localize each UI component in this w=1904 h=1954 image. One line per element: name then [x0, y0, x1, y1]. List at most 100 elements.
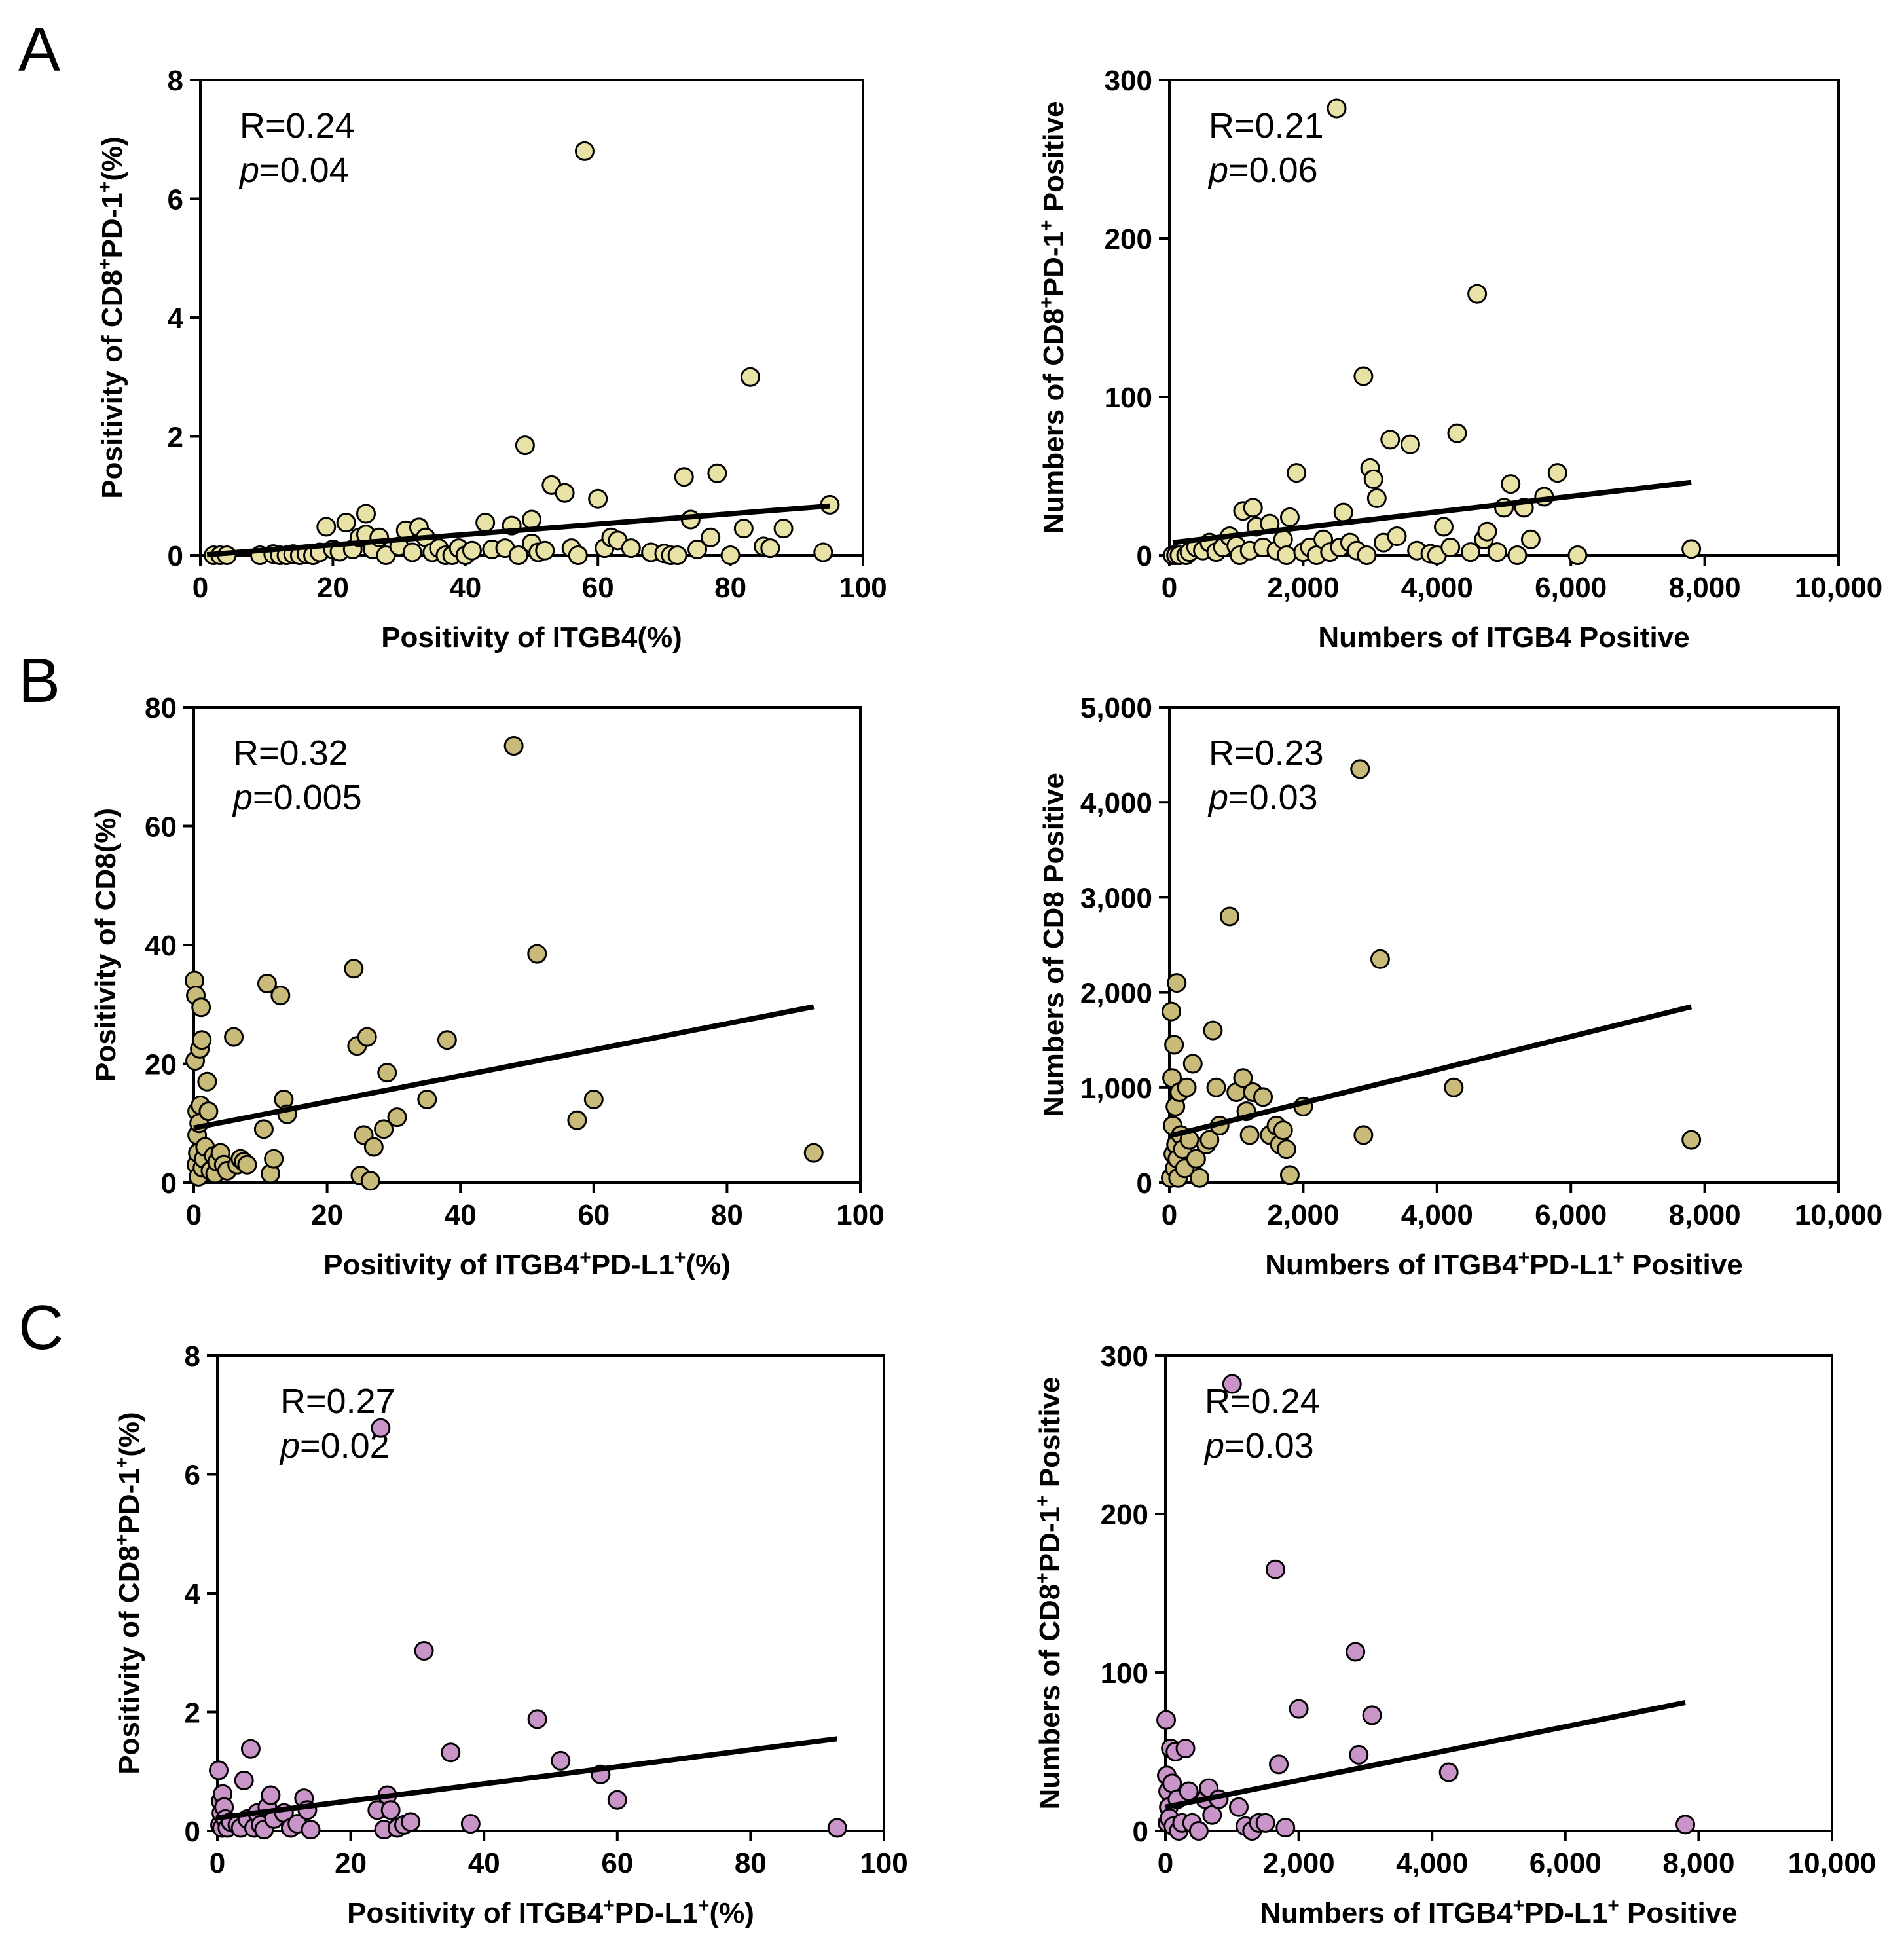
panel-letter-a: A [18, 14, 60, 84]
data-point [1273, 1120, 1293, 1141]
data-point [1199, 1130, 1220, 1150]
data-point [567, 1110, 587, 1130]
data-point [357, 1027, 377, 1047]
regression-line [1172, 1004, 1693, 1138]
data-point [1275, 1818, 1296, 1838]
y-axis-label: Positivity of CD8(%) [90, 808, 122, 1082]
x-tick-label: 100 [860, 1847, 907, 1879]
x-tick-label: 60 [601, 1847, 633, 1879]
data-point [1289, 1699, 1309, 1719]
x-tick-label: 0 [186, 1199, 202, 1231]
regression-line [206, 503, 830, 558]
y-tick-label: 4 [168, 303, 184, 335]
data-point [1273, 529, 1293, 549]
data-point [264, 1149, 284, 1169]
data-point [1206, 1077, 1226, 1097]
data-point [667, 545, 687, 565]
x-tick-label: 2,000 [1263, 1847, 1335, 1879]
data-point [1447, 423, 1467, 443]
data-point [551, 1750, 571, 1771]
regression-line [1172, 479, 1692, 545]
data-point [363, 1137, 384, 1157]
data-point [360, 1171, 380, 1191]
data-point [535, 540, 555, 561]
data-point [1167, 973, 1187, 993]
x-tick-label: 4,000 [1396, 1847, 1468, 1879]
data-point [191, 997, 211, 1018]
y-tick-label: 0 [161, 1168, 177, 1200]
data-point [1186, 1149, 1206, 1169]
r-value-annotation: R=0.21 [1209, 106, 1324, 145]
data-point [253, 1119, 274, 1139]
plot-frame [1168, 706, 1840, 1184]
data-point [437, 1030, 457, 1050]
y-axis-label: Positivity of CD8+PD-1+(%) [111, 1412, 146, 1774]
x-tick-label: 80 [735, 1847, 767, 1879]
chart-5: 0 20 40 60 80 100 0 2 4 6 8 Positivity of ITGB4+PD-… [111, 1340, 908, 1929]
data-point [1349, 1744, 1369, 1765]
data-point [261, 1785, 281, 1805]
data-point [1460, 542, 1480, 562]
p-value-annotation: p=0.03 [1203, 1426, 1314, 1466]
p-value-annotation: p=0.06 [1207, 151, 1318, 190]
y-tick-label: 6 [168, 184, 183, 216]
data-point [515, 435, 535, 456]
data-point [1162, 1001, 1182, 1022]
r-value-annotation: R=0.24 [240, 106, 355, 145]
data-point [740, 367, 760, 387]
x-axis-label: Numbers of ITGB4 Positive [1318, 621, 1689, 654]
y-tick-label: 3,000 [1080, 882, 1152, 914]
data-point [1353, 366, 1374, 386]
data-point [527, 944, 547, 964]
data-point [522, 509, 541, 530]
panel-letter-c: C [18, 1293, 64, 1363]
data-point [1357, 545, 1377, 565]
data-point [568, 545, 588, 565]
data-point [192, 1030, 212, 1050]
data-point [1327, 98, 1347, 119]
plot-frame [1164, 1354, 1833, 1832]
data-point [803, 1143, 824, 1163]
data-point [460, 1814, 481, 1834]
data-point [380, 1800, 401, 1820]
data-point [1363, 469, 1383, 489]
r-value-annotation: R=0.32 [233, 733, 348, 773]
y-tick-label: 2 [185, 1697, 200, 1729]
data-point [1370, 949, 1390, 969]
data-point [475, 513, 496, 533]
p-value-annotation: p=0.03 [1207, 778, 1318, 817]
x-tick-label: 2,000 [1267, 1199, 1339, 1231]
data-point [1175, 1739, 1196, 1759]
data-point [1477, 521, 1497, 542]
y-axis-label: Numbers of CD8+PD-1+ Positive [1032, 1377, 1067, 1810]
data-point [1182, 1054, 1203, 1074]
data-point [1279, 1165, 1300, 1185]
y-tick-label: 100 [1101, 1657, 1148, 1689]
x-tick-label: 6,000 [1529, 1847, 1602, 1879]
data-point [209, 1760, 229, 1780]
y-tick-label: 2,000 [1080, 978, 1152, 1010]
y-tick-label: 6 [185, 1460, 200, 1492]
y-tick-label: 0 [168, 540, 183, 572]
y-tick-label: 300 [1101, 1340, 1148, 1373]
x-axis-label: Positivity of ITGB4+PD-L1+(%) [347, 1895, 754, 1930]
data-point [1255, 1813, 1275, 1833]
y-axis-label: Numbers of CD8+PD-1+ Positive [1036, 101, 1071, 534]
data-point [1276, 545, 1296, 565]
x-tick-label: 80 [711, 1199, 743, 1231]
data-point [1400, 434, 1420, 454]
data-point [240, 1739, 261, 1759]
x-tick-label: 6,000 [1535, 1199, 1607, 1231]
data-point [344, 959, 364, 979]
y-tick-label: 40 [145, 930, 177, 962]
data-point [1501, 474, 1521, 494]
data-point [356, 504, 376, 524]
data-point [1287, 463, 1307, 483]
x-tick-label: 8,000 [1669, 1199, 1741, 1231]
y-tick-label: 0 [1137, 540, 1152, 572]
y-tick-label: 0 [185, 1816, 200, 1848]
data-point [234, 1770, 254, 1790]
data-point [1681, 539, 1702, 559]
data-point [574, 141, 595, 161]
data-point [197, 1071, 217, 1092]
